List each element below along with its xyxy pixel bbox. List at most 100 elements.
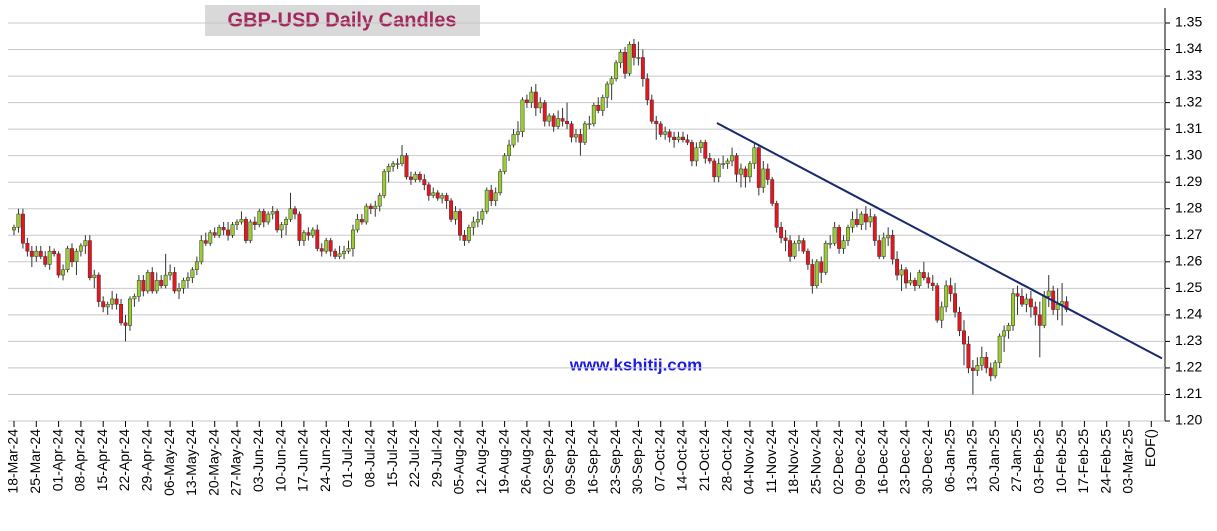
x-tick-label: 01-Apr-24 bbox=[49, 429, 65, 491]
candle-body bbox=[38, 250, 43, 257]
candle-body bbox=[177, 288, 181, 292]
x-tick-label: 23-Sep-24 bbox=[607, 429, 623, 495]
candle-body bbox=[346, 248, 351, 252]
x-tick-label: 11-Nov-24 bbox=[763, 429, 779, 494]
candle-body bbox=[953, 293, 958, 313]
candle-body bbox=[881, 237, 886, 257]
x-tick-label: 22-Jul-24 bbox=[406, 429, 422, 488]
candle-body bbox=[756, 147, 761, 188]
candle-body bbox=[239, 219, 244, 223]
candle-body bbox=[413, 173, 418, 180]
candle-body bbox=[930, 282, 935, 286]
candle-body bbox=[1006, 325, 1011, 332]
candle-body bbox=[453, 211, 458, 220]
candle-body bbox=[168, 272, 173, 276]
candle-body bbox=[788, 240, 792, 257]
x-tick-label: 04-Nov-24 bbox=[741, 429, 757, 495]
candle-body bbox=[605, 83, 610, 98]
candle-body bbox=[194, 261, 199, 271]
candle-body bbox=[293, 208, 297, 215]
candle-body bbox=[636, 57, 641, 59]
candle-body bbox=[1064, 301, 1069, 310]
candle-body bbox=[587, 123, 592, 126]
x-tick-label: 21-Oct-24 bbox=[696, 429, 712, 491]
candle-body bbox=[422, 179, 427, 186]
candle-body bbox=[703, 142, 708, 159]
candle-body bbox=[56, 253, 61, 276]
candle-body bbox=[226, 229, 231, 236]
candle-body bbox=[627, 43, 632, 74]
candle-body bbox=[342, 250, 346, 255]
y-tick-label: 1.20 bbox=[1175, 412, 1202, 428]
x-tick-label: 25-Nov-24 bbox=[808, 429, 824, 495]
candle-body bbox=[529, 91, 534, 103]
candle-body bbox=[110, 298, 115, 305]
candle-body bbox=[426, 184, 431, 196]
x-tick-label: 03-Mar-25 bbox=[1120, 429, 1136, 494]
candle-body bbox=[689, 142, 694, 162]
candle-body bbox=[20, 213, 25, 244]
x-tick-label: 12-Aug-24 bbox=[473, 429, 489, 495]
candle-body bbox=[801, 240, 806, 252]
candle-body bbox=[301, 232, 306, 241]
candle-body bbox=[444, 195, 449, 202]
candle-body bbox=[547, 115, 552, 122]
candle-body bbox=[333, 250, 338, 257]
candle-body bbox=[698, 142, 703, 148]
candle-body bbox=[823, 242, 828, 273]
candle-body bbox=[1024, 298, 1029, 305]
candle-body bbox=[315, 229, 320, 249]
x-tick-label: 08-Apr-24 bbox=[72, 429, 88, 491]
candle-body bbox=[16, 213, 21, 228]
candle-body bbox=[484, 189, 489, 212]
candle-body bbox=[676, 136, 681, 140]
candle-body bbox=[132, 296, 137, 300]
candle-body bbox=[373, 205, 378, 209]
x-tick-label: 24-Jun-24 bbox=[317, 429, 333, 492]
candle-body bbox=[640, 57, 645, 79]
candle-body bbox=[560, 118, 565, 122]
candle-body bbox=[400, 155, 404, 164]
candle-body bbox=[96, 274, 101, 302]
candle-body bbox=[1011, 293, 1015, 326]
candle-body bbox=[159, 280, 164, 286]
trend-line bbox=[716, 122, 1163, 360]
candle-body bbox=[797, 240, 801, 244]
candle-body bbox=[663, 131, 668, 135]
candle-body bbox=[208, 232, 213, 244]
candle-body bbox=[235, 221, 239, 225]
candle-body bbox=[462, 235, 467, 241]
candle-body bbox=[217, 227, 222, 236]
candle-body bbox=[377, 195, 382, 207]
candle-body bbox=[542, 102, 547, 122]
candle-body bbox=[221, 227, 226, 231]
candle-body bbox=[863, 213, 868, 223]
candle-body bbox=[119, 304, 123, 324]
x-tick-label: 20-May-24 bbox=[205, 429, 221, 496]
candle-body bbox=[324, 240, 329, 252]
candle-body bbox=[355, 219, 360, 231]
x-tick-label: 06-May-24 bbox=[161, 429, 177, 496]
candle-body bbox=[408, 176, 413, 180]
y-tick-label: 1.35 bbox=[1175, 14, 1202, 30]
x-tick-label: 27-May-24 bbox=[228, 429, 244, 496]
x-tick-label: 24-Feb-25 bbox=[1097, 429, 1113, 494]
candle-body bbox=[1015, 293, 1020, 297]
candle-body bbox=[297, 213, 302, 241]
candle-body bbox=[614, 62, 619, 79]
candle-body bbox=[631, 43, 636, 58]
x-tick-label: 17-Jun-24 bbox=[295, 429, 311, 492]
y-tick-label: 1.23 bbox=[1175, 332, 1202, 348]
candle-body bbox=[516, 131, 520, 135]
candle-body bbox=[765, 168, 770, 180]
candle-body bbox=[904, 269, 908, 284]
y-tick-label: 1.22 bbox=[1175, 359, 1202, 375]
candle-body bbox=[266, 213, 271, 223]
candle-body bbox=[261, 211, 266, 223]
candle-body bbox=[181, 280, 186, 289]
x-tick-label: 26-Aug-24 bbox=[518, 429, 534, 495]
candle-body bbox=[645, 78, 650, 101]
candle-body bbox=[364, 205, 369, 223]
candle-body bbox=[649, 99, 654, 122]
